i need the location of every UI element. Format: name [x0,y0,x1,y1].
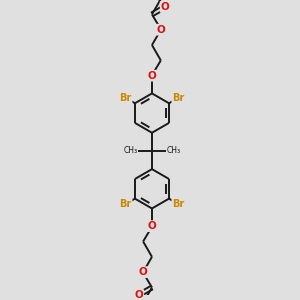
Text: O: O [148,221,156,231]
Text: O: O [156,25,165,35]
Text: O: O [148,71,156,81]
Text: Br: Br [172,199,184,209]
Text: Br: Br [119,199,132,209]
Text: CH₃: CH₃ [167,146,181,155]
Text: O: O [139,267,148,277]
Text: O: O [160,2,169,12]
Text: CH₃: CH₃ [123,146,137,155]
Text: O: O [135,290,143,300]
Text: Br: Br [172,93,184,103]
Text: Br: Br [119,93,132,103]
